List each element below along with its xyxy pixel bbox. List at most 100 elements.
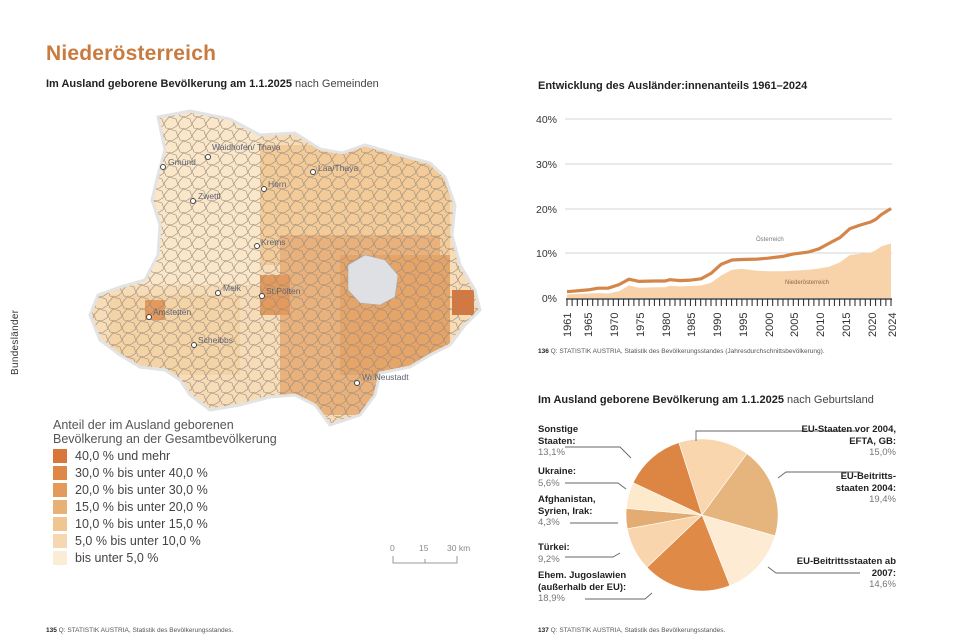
- city-marker-waidhofen: [205, 154, 211, 160]
- pie-subtitle: Im Ausland geborene Bevölkerung am 1.1.2…: [538, 394, 874, 406]
- city-marker-gmuend: [160, 164, 166, 170]
- x-tick-label: 1975: [635, 313, 647, 337]
- pie-label-name: EU-Beitritts- staaten 2004:: [835, 471, 896, 494]
- map-legend-title: Anteil der im Ausland geborenen Bevölker…: [53, 418, 277, 446]
- pie-slice: [701, 514, 776, 587]
- y-tick-label: 20%: [536, 204, 557, 216]
- pie-label-name: EU-Staaten vor 2004, EFTA, GB:: [801, 424, 896, 447]
- legend-label: 20,0 % bis unter 30,0 %: [75, 482, 208, 497]
- footnote-map: 135 Q: STATISTIK AUSTRIA, Statistik des …: [46, 627, 233, 634]
- city-labels: Waidhofen/ Thaya Gmünd Laa/Thaya Horn Zw…: [153, 142, 409, 382]
- pie-label-name: Sonstige Staaten:: [538, 424, 579, 447]
- choropleth-map: Waidhofen/ Thaya Gmünd Laa/Thaya Horn Zw…: [88, 109, 482, 427]
- pie-label-name: EU-Beitrittsstaaten ab 2007:: [796, 556, 896, 579]
- x-tick-label: 2015: [841, 313, 853, 337]
- legend-swatch: [53, 448, 67, 463]
- pie-label-name: Ehem. Jugoslawien (außerhalb der EU):: [538, 570, 627, 593]
- city-marker-zwettl: [190, 198, 196, 204]
- x-axis-ticks: [566, 299, 892, 306]
- pie-label-value: 9,2%: [538, 553, 560, 565]
- line-chart-title: Entwicklung des Ausländer:innenanteils 1…: [538, 80, 808, 92]
- y-tick-label: 40%: [536, 114, 557, 126]
- pie-label-value: 5,6%: [538, 477, 560, 489]
- pie-label-value: 15,0%: [869, 447, 896, 458]
- map-region-niederoesterreich: [90, 111, 480, 425]
- legend-item: 5,0 % bis unter 10,0 %: [53, 532, 208, 549]
- oesterreich-line: [566, 207, 892, 294]
- legend-label: bis unter 5,0 %: [75, 550, 159, 565]
- pie-slice: [678, 438, 748, 516]
- city-marker-krems: [254, 243, 260, 249]
- legend-item: 10,0 % bis unter 15,0 %: [53, 515, 208, 532]
- legend-swatch: [53, 465, 67, 480]
- map-subtitle-bold: Im Ausland geborene Bevölkerung am 1.1.2…: [46, 78, 292, 90]
- footnote-number: 137: [538, 627, 549, 634]
- map-subtitle-rest: nach Gemeinden: [291, 78, 379, 90]
- city-marker-scheibbs: [191, 342, 197, 348]
- leader-lines: [565, 430, 860, 600]
- grid-lines: [565, 118, 892, 254]
- city-label: Zwettl: [198, 191, 221, 201]
- x-tick-label: 1990: [712, 313, 724, 337]
- city-label: Horn: [268, 179, 287, 189]
- city-marker-wrneustadt: [354, 380, 360, 386]
- x-tick-label: 1995: [738, 313, 750, 337]
- legend-swatch: [53, 499, 67, 514]
- niederoesterreich-area: [567, 243, 891, 298]
- pie-label-name: Türkei:: [538, 542, 570, 553]
- scale-label: 15: [419, 543, 429, 553]
- pie-slice: [646, 514, 731, 592]
- y-tick-label: 30%: [536, 159, 557, 171]
- city-marker-horn: [261, 186, 267, 192]
- pie-label-afghanistan: Afghanistan, Syrien, Irak: 4,3%: [538, 494, 608, 529]
- x-tick-label: 2000: [764, 313, 776, 337]
- footnote-text: Q: STATISTIK AUSTRIA, Statistik des Bevö…: [548, 627, 726, 634]
- legend-swatch: [53, 533, 67, 548]
- city-marker-melk: [215, 290, 221, 296]
- legend-swatch: [53, 482, 67, 497]
- pie-label-value: 18,9%: [538, 593, 565, 604]
- page-title: Niederösterreich: [46, 42, 217, 65]
- city-label: Laa/Thaya: [318, 163, 358, 173]
- x-tick-label: 1965: [583, 313, 595, 337]
- pie-slice: [701, 453, 779, 537]
- pie-label-eu-2004: EU-Beitritts- staaten 2004: 19,4%: [816, 471, 896, 506]
- map-subtitle: Im Ausland geborene Bevölkerung am 1.1.2…: [46, 78, 379, 90]
- city-label: St.Pölten: [266, 286, 301, 296]
- legend-label: 10,0 % bis unter 15,0 %: [75, 516, 208, 531]
- y-axis-labels: 40% 30% 20% 10% 0%: [536, 114, 557, 305]
- pie-label-value: 19,4%: [869, 494, 896, 505]
- city-markers: [146, 154, 360, 386]
- x-tick-label: 2010: [815, 313, 827, 337]
- x-tick-label: 2005: [789, 313, 801, 337]
- x-tick-label: 1985: [686, 313, 698, 337]
- footnote-text: Q: STATISTIK AUSTRIA, Statistik des Bevö…: [56, 627, 234, 634]
- pie-chart: [565, 430, 860, 600]
- city-label: Wr.Neustadt: [362, 372, 409, 382]
- scale-line: [392, 556, 458, 564]
- line-chart: 40% 30% 20% 10% 0% Österreich Niederöste…: [536, 114, 899, 337]
- scale-label: 0: [390, 543, 395, 553]
- city-marker-laa: [310, 169, 316, 175]
- city-label: Gmünd: [168, 157, 196, 167]
- city-marker-stpoelten: [259, 293, 265, 299]
- legend-item: bis unter 5,0 %: [53, 549, 208, 566]
- legend-label: 15,0 % bis unter 20,0 %: [75, 499, 208, 514]
- pie-label-tuerkei: Türkei: 9,2%: [538, 542, 570, 565]
- series-label-oesterreich: Österreich: [756, 236, 784, 243]
- scale-label: 30 km: [447, 543, 471, 553]
- legend-label: 40,0 % und mehr: [75, 448, 171, 463]
- vienna-area: [347, 254, 399, 306]
- pie-label-name: Afghanistan, Syrien, Irak:: [538, 494, 596, 517]
- legend-swatch: [53, 516, 67, 531]
- pie-label-value: 14,6%: [869, 579, 896, 590]
- pie-label-value: 4,3%: [538, 517, 560, 528]
- city-label: Scheibbs: [198, 335, 233, 345]
- footnote-number: 135: [46, 627, 57, 634]
- x-axis-labels: 1961 1965 1970 1975 1980 1985 1990 1995 …: [562, 313, 899, 337]
- footnote-line-chart: 136 Q: STATISTIK AUSTRIA, Statistik des …: [538, 348, 825, 355]
- pie-subtitle-bold: Im Ausland geborene Bevölkerung am 1.1.2…: [538, 394, 784, 406]
- y-tick-label: 10%: [536, 248, 557, 260]
- pie-label-sonstige: Sonstige Staaten: 13,1%: [538, 424, 598, 459]
- city-marker-amstetten: [146, 314, 152, 320]
